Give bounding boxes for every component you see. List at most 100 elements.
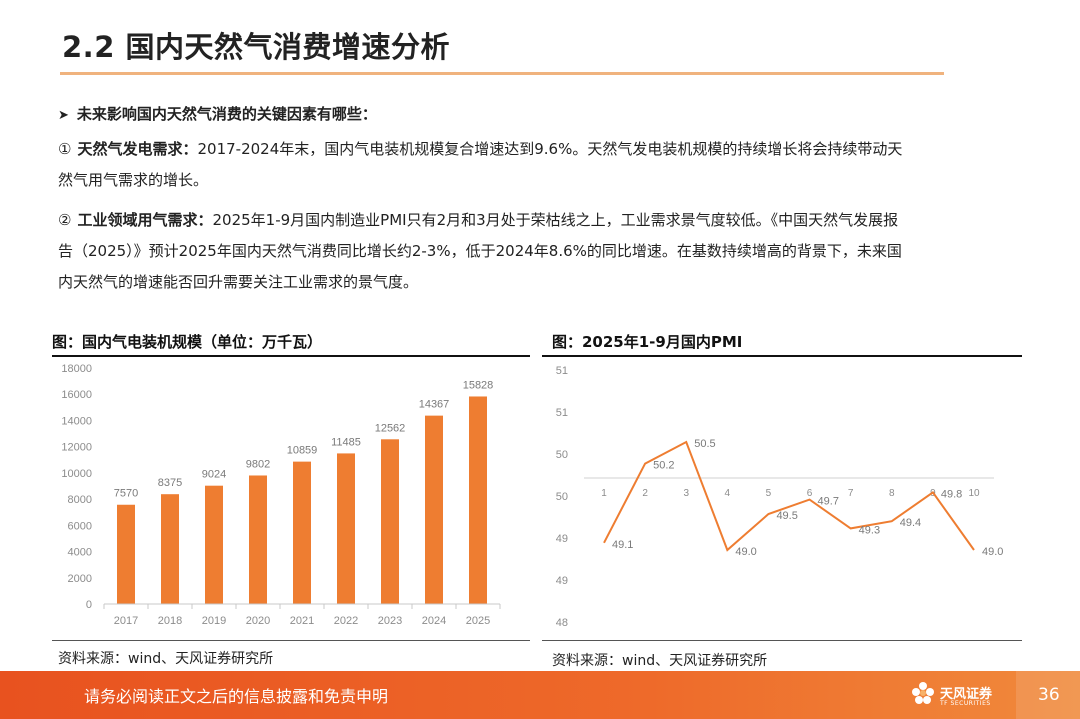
item-separator: ：	[182, 140, 198, 158]
point-value-label: 50.2	[653, 460, 674, 472]
x-tick-label: 3	[683, 488, 689, 499]
right-chart-source: 资料来源：wind、天风证券研究所	[552, 653, 768, 669]
x-tick-label: 8	[889, 488, 895, 499]
x-tick-label: 6	[807, 488, 813, 499]
left-chart-bottom-rule	[52, 640, 530, 641]
x-tick-label: 2018	[158, 615, 182, 627]
y-tick-label: 10000	[61, 468, 92, 480]
x-tick-label: 2022	[334, 615, 358, 627]
bar	[117, 504, 135, 604]
bar-value-label: 12562	[375, 422, 406, 434]
point-value-label: 49.4	[900, 517, 921, 529]
y-tick-label: 4000	[68, 547, 92, 559]
footer-bar: 请务必阅读正文之后的信息披露和免责申明 天风证券 TF SECURITIES 3…	[0, 671, 1080, 719]
x-tick-label: 2021	[290, 615, 314, 627]
x-tick-label: 5	[766, 488, 772, 499]
bar-value-label: 10859	[287, 445, 318, 457]
bar-value-label: 14367	[419, 399, 450, 411]
y-tick-label: 16000	[61, 389, 92, 401]
logo-text-cn: 天风证券	[940, 687, 993, 702]
bar-value-label: 7570	[114, 488, 138, 500]
bar	[293, 461, 311, 604]
y-tick-label: 8000	[68, 494, 92, 506]
x-tick-label: 1	[601, 488, 607, 499]
x-tick-label: 10	[968, 488, 980, 499]
title-divider	[60, 72, 944, 75]
x-tick-label: 4	[725, 488, 731, 499]
y-tick-label: 50	[556, 449, 568, 461]
paragraph-text: 2017-2024年末，国内气电装机规模复合增速达到9.6%。天然气发电装机规模…	[197, 140, 903, 158]
bar	[469, 396, 487, 604]
bar	[425, 415, 443, 604]
left-chart-source: 资料来源：wind、天风证券研究所	[58, 651, 274, 667]
bar	[381, 439, 399, 604]
bullet-heading-text: 未来影响国内天然气消费的关键因素有哪些：	[76, 105, 377, 123]
right-chart-title: 图：2025年1-9月国内PMI	[552, 333, 743, 351]
x-tick-label: 2019	[202, 615, 226, 627]
bullet-heading: ➤ 未来影响国内天然气消费的关键因素有哪些：	[58, 103, 377, 124]
x-tick-label: 2017	[114, 615, 138, 627]
y-tick-label: 51	[556, 407, 568, 419]
x-tick-label: 2020	[246, 615, 270, 627]
y-tick-label: 50	[556, 491, 568, 503]
page-number: 36	[1038, 685, 1060, 705]
paragraph-gas-power-demand: ① 天然气发电需求：2017-2024年末，国内气电装机规模复合增速达到9.6%。…	[58, 134, 1038, 196]
y-tick-label: 14000	[61, 415, 92, 427]
page-title: 2.2 国内天然气消费增速分析	[62, 30, 450, 64]
x-tick-label: 7	[848, 488, 854, 499]
y-tick-label: 18000	[61, 363, 92, 375]
tf-flower-icon	[912, 682, 934, 704]
bar-value-label: 8375	[158, 477, 182, 489]
bar	[205, 485, 223, 604]
right-chart-top-rule	[542, 355, 1022, 357]
item-separator: ：	[197, 211, 213, 229]
y-tick-label: 51	[556, 365, 568, 377]
item-keyword: 工业领域用气需求	[77, 211, 198, 229]
gas-power-capacity-bar-chart: 0 2000 4000 6000 8000 10000 12000 14000 16000 180…	[61, 363, 501, 627]
x-tick-label: 2	[642, 488, 648, 499]
x-tick-label: 2024	[422, 615, 446, 627]
item-keyword: 天然气发电需求	[77, 140, 183, 158]
y-tick-label: 12000	[61, 442, 92, 454]
logo-text-en: TF SECURITIES	[940, 700, 991, 707]
item-number: ②	[58, 211, 72, 229]
paragraph-line: 告（2025）》预计2025年国内天然气消费同比增长约2-3%，低于2024年8…	[58, 242, 902, 260]
point-value-label: 49.8	[941, 488, 962, 500]
bar	[249, 475, 267, 604]
left-chart-title: 图：国内气电装机规模（单位：万千瓦）	[52, 333, 323, 351]
point-value-label: 49.1	[612, 539, 633, 551]
paragraph-line: 内天然气的增速能否回升需要关注工业需求的景气度。	[58, 273, 419, 291]
point-value-label: 50.5	[694, 438, 715, 450]
paragraph-text: 2025年1-9月国内制造业PMI只有2月和3月处于荣枯线之上，工业需求景气度较…	[212, 211, 899, 229]
bar-value-label: 9802	[246, 458, 270, 470]
paragraph-line: ① 天然气发电需求：2017-2024年末，国内气电装机规模复合增速达到9.6%。…	[58, 134, 1038, 165]
bar-value-label: 9024	[202, 469, 226, 481]
y-tick-label: 6000	[68, 520, 92, 532]
y-tick-label: 0	[86, 599, 92, 611]
bar-value-label: 15828	[463, 379, 494, 391]
item-number: ①	[58, 140, 72, 158]
point-value-label: 49.7	[818, 496, 839, 508]
right-chart-bottom-rule	[542, 640, 1022, 641]
left-chart-top-rule	[52, 355, 530, 357]
y-tick-label: 2000	[68, 573, 92, 585]
point-value-label: 49.0	[735, 546, 756, 558]
x-tick-label: 2023	[378, 615, 402, 627]
footer-disclaimer: 请务必阅读正文之后的信息披露和免责申明	[84, 687, 389, 706]
y-tick-label: 48	[556, 617, 568, 629]
bar	[337, 453, 355, 604]
pmi-series-line	[603, 440, 975, 552]
point-value-label: 49.0	[982, 546, 1003, 558]
y-tick-label: 49	[556, 575, 568, 587]
x-tick-label: 2025	[466, 615, 490, 627]
bar	[161, 494, 179, 604]
arrow-bullet-icon: ➤	[58, 108, 69, 123]
paragraph-line: 然气用气需求的增长。	[58, 171, 209, 189]
paragraph-line: ② 工业领域用气需求：2025年1-9月国内制造业PMI只有2月和3月处于荣枯线之…	[58, 205, 1038, 236]
y-tick-label: 49	[556, 533, 568, 545]
tf-securities-logo: 天风证券 TF SECURITIES	[910, 679, 1010, 713]
paragraph-industrial-demand: ② 工业领域用气需求：2025年1-9月国内制造业PMI只有2月和3月处于荣枯线之…	[58, 205, 1038, 298]
point-value-label: 49.3	[859, 524, 880, 536]
page-number-box	[1016, 671, 1080, 719]
